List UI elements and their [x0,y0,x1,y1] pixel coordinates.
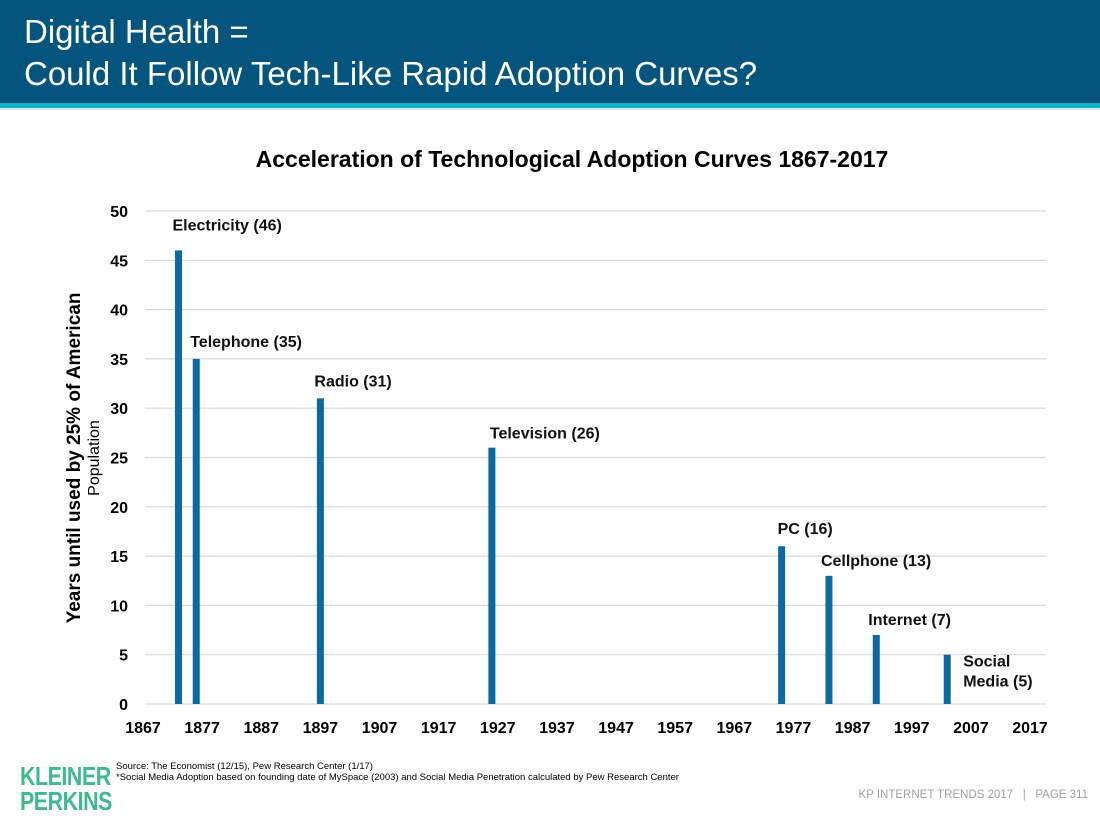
gridlines [145,210,1046,705]
header-accent-stripe [0,103,1100,108]
chart-title: Acceleration of Technological Adoption C… [255,146,889,172]
bar [174,250,182,704]
bar-data-label: Telephone (35) [190,334,302,351]
bar [778,546,786,704]
bars [174,250,951,704]
header-accent-stripe-light [0,108,1100,110]
y-tick-label: 25 [110,451,128,468]
slide-header [0,0,1100,103]
bar [872,634,880,704]
y-tick-label: 45 [110,253,128,270]
source-line-2: *Social Media Adoption based on founding… [116,772,679,783]
bar-data-label: Cellphone (13) [821,553,931,570]
y-tick-label: 0 [119,697,128,714]
bar-data-label: Television (26) [490,426,600,443]
bar-data-label: Electricity (46) [172,217,281,234]
x-tick-label: 1997 [894,720,930,737]
bar [488,447,496,704]
x-tick-label: 1987 [835,720,871,737]
bar [943,654,951,704]
x-tick-label: 1877 [184,720,220,737]
x-tick-label: 1927 [480,720,516,737]
x-tick-label: 1937 [539,720,575,737]
y-tick-label: 40 [110,303,128,320]
source-note: Source: The Economist (12/15), Pew Resea… [116,761,679,783]
y-axis-ticks: 0 5 10 15 20 25 30 35 40 45 50 [110,204,128,714]
y-tick-label: 10 [110,598,128,615]
y-tick-label: 30 [110,401,128,418]
slide-title-line-2: Could It Follow Tech-Like Rapid Adoption… [24,55,758,92]
x-tick-label: 1957 [657,720,693,737]
x-tick-label: 1907 [362,720,398,737]
x-tick-label: 2007 [953,720,989,737]
y-tick-label: 20 [110,500,128,517]
x-tick-label: 1887 [243,720,279,737]
x-tick-label: 2017 [1012,720,1048,737]
x-tick-label: 1977 [776,720,812,737]
bar [192,358,200,704]
y-tick-label: 15 [110,549,128,566]
logo-line-1: KLEINER [20,761,111,791]
bar-labels: Electricity (46) Telephone (35) Radio (31)… [172,217,1032,690]
bar-data-label: Social [963,654,1010,671]
page-info: KP INTERNET TRENDS 2017 | PAGE 311 [858,789,1088,801]
logo-line-2: PERKINS [20,786,112,816]
x-tick-label: 1917 [421,720,457,737]
y-tick-label: 50 [110,204,128,221]
x-tick-label: 1967 [717,720,753,737]
y-tick-label: 35 [110,352,128,369]
kleiner-perkins-logo: KLEINER PERKINS [20,761,112,816]
bar-data-label: Media (5) [963,674,1032,691]
x-tick-label: 1867 [125,720,161,737]
bar [316,398,324,704]
bar-data-label: Internet (7) [868,612,951,629]
slide-title-line-1: Digital Health = [24,13,249,50]
y-tick-label: 5 [119,648,128,665]
y-axis-label-line-1: Years until used by 25% of American [64,293,85,624]
x-axis-ticks: 1867 1877 1887 1897 1907 1917 1927 1937 1947 1957… [125,720,1048,737]
bar-data-label: Radio (31) [314,373,391,390]
y-axis-label-line-2: Population [86,420,103,496]
bar-data-label: PC (16) [778,521,833,538]
bar [825,575,833,704]
source-line-1: Source: The Economist (12/15), Pew Resea… [116,761,373,772]
y-axis-label: Years until used by 25% of American Popu… [64,293,103,624]
x-tick-label: 1897 [303,720,339,737]
x-tick-label: 1947 [598,720,634,737]
